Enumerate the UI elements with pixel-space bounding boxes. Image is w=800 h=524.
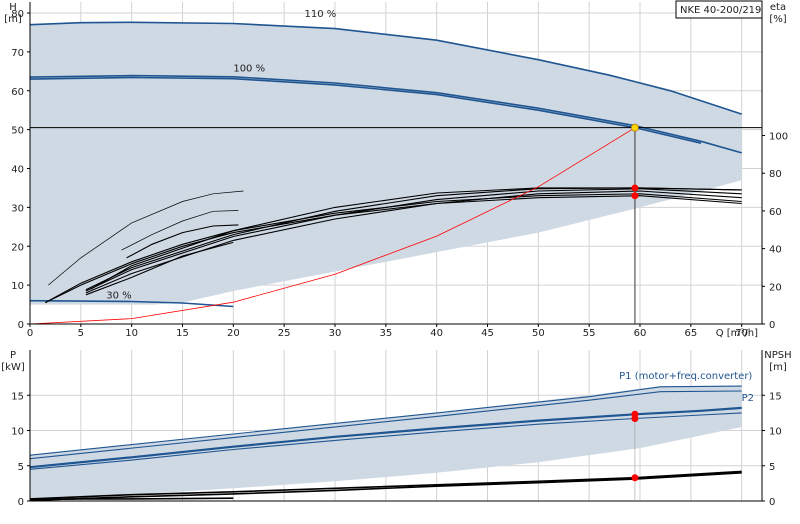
y-tick-label: 0 <box>18 320 24 331</box>
x-tick-label: 35 <box>379 328 392 339</box>
x-tick-label: 50 <box>532 328 545 339</box>
x-tick-label: 65 <box>684 328 697 339</box>
right-tick-label: 60 <box>769 207 782 218</box>
power-curve <box>29 406 742 469</box>
eff-curve <box>45 193 742 304</box>
x-tick-label: 55 <box>583 328 596 339</box>
right-tick-label: 20 <box>769 282 782 293</box>
right-axis-title: eta <box>770 2 786 13</box>
operating-marker[interactable] <box>631 192 639 200</box>
product-label-box: NKE 40-200/219 <box>675 0 763 19</box>
eff-curve <box>126 224 239 259</box>
power-chart-series <box>29 385 742 502</box>
right-axis-title: NPSH <box>764 350 791 361</box>
y-tick-label: 20 <box>11 242 24 253</box>
eff-curve <box>85 241 234 296</box>
y-tick-label: 60 <box>11 87 24 98</box>
x-tick-label: 30 <box>329 328 342 339</box>
head-curve <box>29 76 702 144</box>
product-label: NKE 40-200/219 <box>680 5 761 16</box>
npsh-curve <box>29 470 742 500</box>
operating-range-envelope <box>30 386 742 500</box>
eff-curve <box>45 195 742 304</box>
y-tick-label: 40 <box>11 165 24 176</box>
series-label: 110 % <box>305 9 337 20</box>
eff-curve <box>85 188 742 292</box>
power-chart-marks: P1 (motor+freq.converter) P2 <box>619 371 754 501</box>
right-tick-label: 80 <box>769 169 782 180</box>
left-axis-title: P <box>10 350 16 361</box>
left-axis-title: H <box>9 2 17 13</box>
y-tick-label: 50 <box>11 126 24 137</box>
x-tick-label: 40 <box>430 328 443 339</box>
series-label: P1 (motor+freq.converter) <box>619 371 752 382</box>
x-tick-label: 25 <box>278 328 291 339</box>
operating-range-envelope <box>30 22 742 305</box>
eff-thin-curve <box>48 190 244 286</box>
right-tick-label: 5 <box>769 462 775 473</box>
power-thin-curve <box>29 412 742 470</box>
series-label: 100 % <box>233 63 265 74</box>
y-tick-label: 0 <box>18 497 24 508</box>
x-tick-label: 5 <box>78 328 84 339</box>
head-chart-series <box>29 21 742 325</box>
x-tick-label: 15 <box>176 328 189 339</box>
right-tick-label: 0 <box>769 497 775 508</box>
right-axis-unit: [%] <box>769 14 786 25</box>
y-tick-label: 80 <box>11 9 24 20</box>
series-label: P2 <box>742 393 754 404</box>
right-tick-label: 15 <box>769 391 782 402</box>
power-chart-envelope <box>30 386 742 500</box>
npsh-curve <box>29 472 742 502</box>
operating-marker[interactable] <box>631 474 639 482</box>
y-tick-label: 10 <box>11 281 24 292</box>
x-tick-label: 0 <box>27 328 33 339</box>
eff-curve <box>85 190 742 294</box>
head-chart-axes: 0 10 20 30 40 50 60 70 80 0 20 40 60 80 100 H[m] eta[%] 0… <box>4 2 788 339</box>
eff-curve <box>90 187 742 290</box>
head-curve <box>29 21 742 115</box>
right-tick-label: 0 <box>769 320 775 331</box>
y-tick-label: 10 <box>11 427 24 438</box>
right-tick-label: 40 <box>769 245 782 256</box>
operating-marker[interactable] <box>631 184 639 192</box>
operating-marker[interactable] <box>631 415 639 423</box>
x-tick-label: 60 <box>634 328 647 339</box>
x-tick-label: 45 <box>481 328 494 339</box>
left-axis-unit: [m] <box>4 14 22 25</box>
head-chart-envelope <box>30 22 742 305</box>
series-label: 30 % <box>106 291 131 302</box>
x-tick-label: 70 <box>735 328 748 339</box>
power-chart-axes: 0 5 10 15 0 5 10 15 P[kW] NPSH[m] <box>1 350 792 508</box>
y-tick-label: 15 <box>11 391 24 402</box>
right-tick-label: 100 <box>769 132 788 143</box>
head-chart-marks: 110 % 100 % 30 % <box>30 9 762 324</box>
right-tick-label: 10 <box>769 427 782 438</box>
y-tick-label: 30 <box>11 203 24 214</box>
operating-point[interactable] <box>631 123 639 132</box>
x-tick-label: 20 <box>227 328 240 339</box>
right-axis-unit: [m] <box>769 362 787 373</box>
x-tick-label: 10 <box>125 328 138 339</box>
x-axis-title: Q [m³/h] <box>716 328 758 339</box>
y-tick-label: 70 <box>11 48 24 59</box>
y-tick-label: 5 <box>18 462 24 473</box>
head-curve <box>29 299 234 308</box>
power-thin-curve <box>29 385 742 456</box>
power-thin-curve <box>29 390 742 460</box>
eff-thin-curve <box>121 210 239 251</box>
head-curve <box>29 74 742 154</box>
npsh-curve <box>29 497 234 501</box>
left-axis-unit: [kW] <box>1 362 25 373</box>
system-curve <box>29 127 636 325</box>
